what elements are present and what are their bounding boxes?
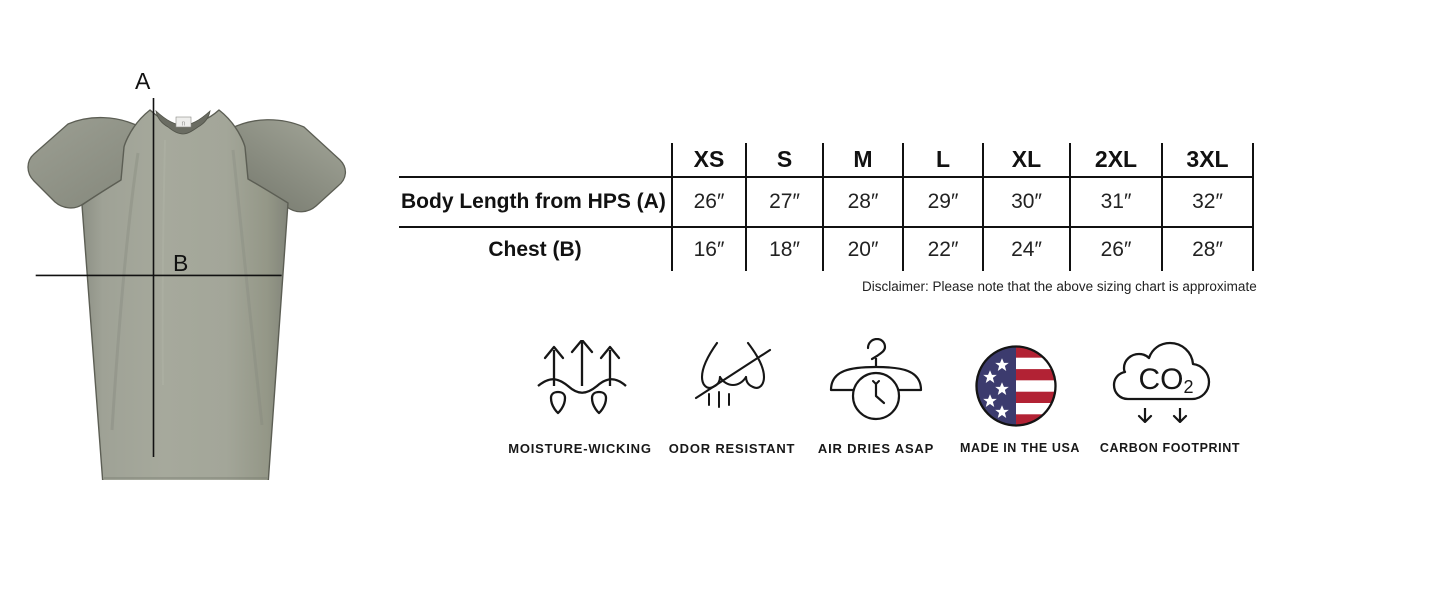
svg-text:n: n bbox=[182, 121, 186, 128]
